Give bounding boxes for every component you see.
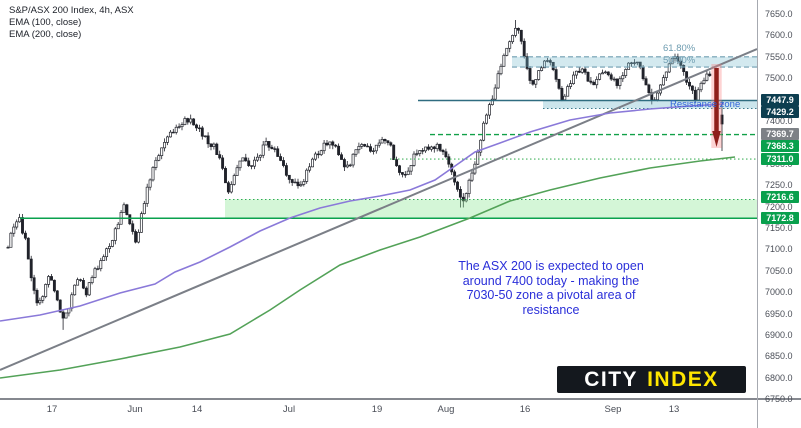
resistance-zone <box>543 100 757 109</box>
resistance-zone-label: Resistance zone <box>670 99 741 110</box>
price-badge-7311.0: 7311.0 <box>761 153 799 166</box>
time-tick-label: Sep <box>604 404 622 415</box>
price-tick-label: 7650.0 <box>765 9 793 19</box>
logo-city-text: CITY <box>584 367 639 391</box>
time-tick-label: 19 <box>371 404 383 415</box>
trendline[interactable] <box>0 48 757 371</box>
price-tick-label: 7550.0 <box>765 51 793 62</box>
ema100-line <box>0 103 725 322</box>
price-tick-label: 7100.0 <box>765 244 793 255</box>
price-tick-label: 6900.0 <box>765 330 793 340</box>
fib-zone <box>512 56 757 68</box>
price-badge-7216.6: 7216.6 <box>761 191 799 204</box>
time-tick-label: Jul <box>282 404 296 415</box>
price-tick-label: 7000.0 <box>765 287 793 298</box>
time-tick-label: 16 <box>519 404 531 415</box>
price-tick-label: 7200.0 <box>765 201 793 212</box>
time-tick-label: 14 <box>191 404 203 415</box>
time-tick-label: Aug <box>437 404 455 415</box>
price-tick-label: 6750.0 <box>765 394 793 405</box>
price-tick-label: 7250.0 <box>765 180 793 191</box>
fib-618-label: 61.80% <box>663 43 696 54</box>
ema200-line <box>0 156 736 379</box>
price-tick-label: 7050.0 <box>765 265 793 276</box>
price-tick-label: 7400.0 <box>765 116 793 126</box>
price-tick-label: 6850.0 <box>765 351 793 362</box>
price-badge-7369.7: 7369.7 <box>761 127 799 140</box>
price-badge-7368.3: 7368.3 <box>761 139 799 152</box>
price-tick-label: 7150.0 <box>765 223 793 233</box>
legend-ema200: EMA (200, close) <box>9 29 82 40</box>
price-tick-label: 7500.0 <box>765 73 793 84</box>
time-axis-line <box>0 398 801 400</box>
logo-index-text: INDEX <box>647 367 719 391</box>
price-axis-separator <box>757 0 758 428</box>
time-tick-label: Jun <box>127 404 143 415</box>
legend-ema100: EMA (100, close) <box>9 17 82 28</box>
time-tick-label: 13 <box>668 404 680 415</box>
price-tick-label: 6800.0 <box>765 372 793 383</box>
symbol-title: S&P/ASX 200 Index, 4h, ASX <box>9 5 134 16</box>
price-tick-label: 6950.0 <box>765 308 793 319</box>
time-tick-label: 17 <box>46 404 58 415</box>
price-badge-7447.9: 7447.9 <box>761 94 799 107</box>
analyst-annotation: The ASX 200 is expected to open around 7… <box>458 259 644 317</box>
fib-50-label: 50.00% <box>663 55 696 66</box>
down-arrow-head <box>712 131 721 147</box>
candles <box>6 19 724 330</box>
price-tick-label: 7600.0 <box>765 30 793 41</box>
price-badge-7429.2: 7429.2 <box>761 105 799 118</box>
city-index-logo: CITY INDEX <box>557 366 746 393</box>
price-badge-7172.8: 7172.8 <box>761 212 799 225</box>
